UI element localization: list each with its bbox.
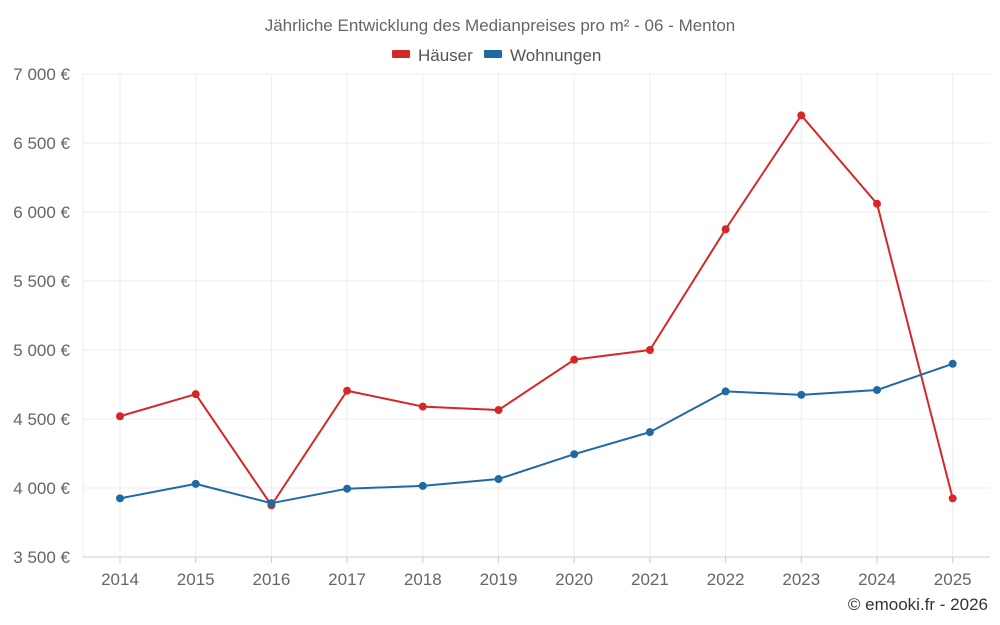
legend[interactable]: Häuser Wohnungen — [392, 46, 601, 65]
x-tick-label: 2022 — [707, 570, 745, 589]
legend-swatch-wohnungen — [484, 50, 502, 58]
data-point-haeuser[interactable] — [948, 494, 957, 503]
legend-item-wohnungen[interactable]: Wohnungen — [484, 46, 601, 65]
chart-title: Jährliche Entwicklung des Medianpreises … — [265, 16, 736, 35]
grid — [82, 73, 990, 557]
copyright-watermark: © emooki.fr - 2026 — [848, 595, 988, 614]
legend-label-wohnungen: Wohnungen — [510, 46, 601, 65]
data-point-wohnungen[interactable] — [721, 387, 730, 396]
data-point-wohnungen[interactable] — [494, 475, 503, 484]
data-point-haeuser[interactable] — [570, 355, 579, 364]
data-point-haeuser[interactable] — [418, 402, 427, 411]
x-tick-label: 2014 — [101, 570, 139, 589]
x-tick-label: 2023 — [782, 570, 820, 589]
legend-label-haeuser: Häuser — [418, 46, 473, 65]
x-tick-label: 2015 — [177, 570, 215, 589]
data-point-haeuser[interactable] — [494, 406, 503, 415]
legend-swatch-haeuser — [392, 50, 410, 58]
y-tick-label: 6 500 € — [13, 134, 70, 153]
series-line-wohnungen — [119, 362, 954, 505]
y-tick-label: 4 500 € — [13, 410, 70, 429]
data-point-wohnungen[interactable] — [645, 428, 654, 437]
data-point-wohnungen[interactable] — [267, 499, 276, 508]
x-tick-label: 2021 — [631, 570, 669, 589]
data-point-wohnungen[interactable] — [418, 481, 427, 490]
data-point-haeuser[interactable] — [797, 111, 806, 120]
data-point-haeuser[interactable] — [343, 386, 352, 395]
x-tick-label: 2024 — [858, 570, 896, 589]
y-tick-label: 5 500 € — [13, 272, 70, 291]
x-tick-label: 2017 — [328, 570, 366, 589]
data-point-haeuser[interactable] — [645, 346, 654, 354]
data-point-haeuser[interactable] — [191, 390, 200, 399]
x-tick-label: 2020 — [555, 570, 593, 589]
data-point-wohnungen[interactable] — [116, 494, 124, 503]
y-tick-label: 3 500 € — [13, 548, 70, 567]
data-point-wohnungen[interactable] — [873, 386, 881, 395]
data-point-wohnungen[interactable] — [797, 390, 806, 399]
data-point-wohnungen[interactable] — [191, 479, 200, 488]
x-tick-label: 2019 — [480, 570, 518, 589]
data-point-wohnungen[interactable] — [948, 359, 957, 368]
axes: 3 500 € 4 000 € 4 500 € 5 000 € 5 500 € 6 000… — [13, 65, 990, 589]
x-tick-label: 2016 — [252, 570, 290, 589]
data-point-haeuser[interactable] — [116, 412, 124, 421]
data-point-haeuser[interactable] — [873, 199, 881, 208]
data-point-wohnungen[interactable] — [343, 484, 352, 493]
y-tick-label: 6 000 € — [13, 203, 70, 222]
x-tick-label: 2025 — [934, 570, 972, 589]
y-tick-label: 7 000 € — [13, 65, 70, 84]
legend-item-haeuser[interactable]: Häuser — [392, 46, 473, 65]
series — [116, 111, 957, 510]
data-point-haeuser[interactable] — [721, 225, 730, 234]
y-tick-label: 4 000 € — [13, 479, 70, 498]
x-tick-label: 2018 — [404, 570, 442, 589]
y-tick-label: 5 000 € — [13, 341, 70, 360]
series-line-haeuser — [119, 114, 954, 507]
data-point-wohnungen[interactable] — [570, 450, 579, 459]
